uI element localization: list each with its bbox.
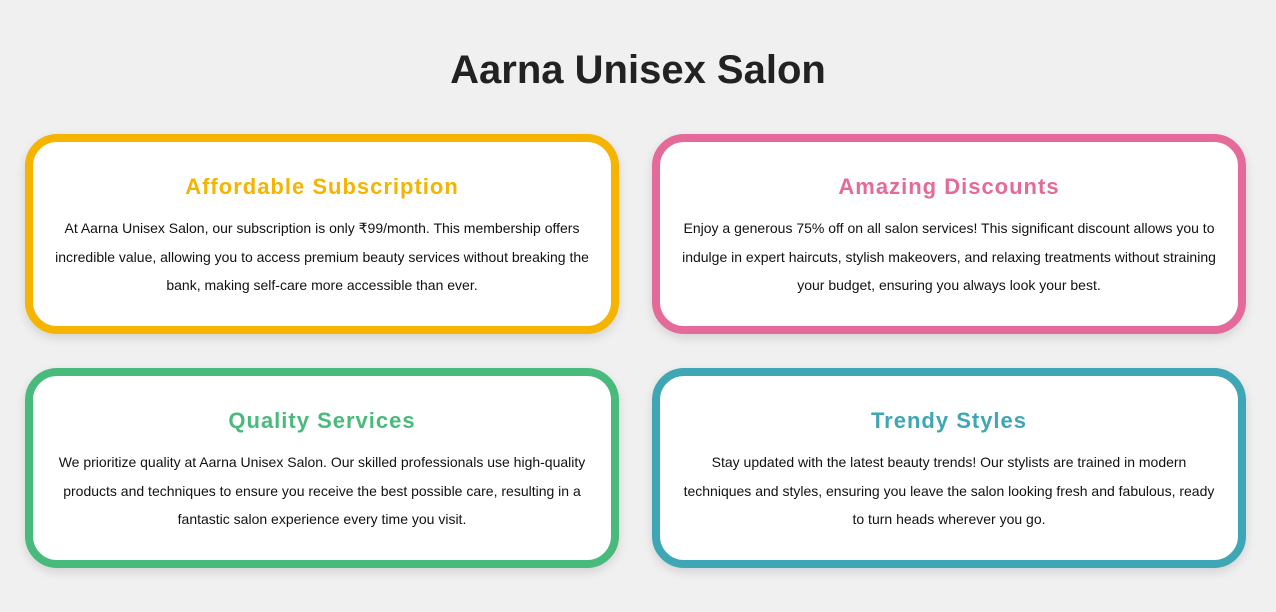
card-title: Trendy Styles: [870, 408, 1028, 433]
page-title: Aarna Unisex Salon: [450, 48, 826, 92]
card-quality-services: Quality Services We prioritize quality a…: [25, 368, 619, 568]
card-title: Quality Services: [228, 408, 416, 433]
card-title: Affordable Subscription: [185, 174, 459, 199]
card-text: We prioritize quality at Aarna Unisex Sa…: [58, 454, 586, 527]
card-text: Enjoy a generous 75% off on all salon se…: [682, 220, 1216, 293]
card-trendy-styles: Trendy Styles Stay updated with the late…: [652, 368, 1246, 568]
card-amazing-discounts: Amazing Discounts Enjoy a generous 75% o…: [652, 134, 1246, 334]
card-text: At Aarna Unisex Salon, our subscription …: [55, 220, 589, 293]
card-title: Amazing Discounts: [838, 174, 1060, 199]
card-text: Stay updated with the latest beauty tren…: [683, 454, 1215, 527]
card-affordable-subscription: Affordable Subscription At Aarna Unisex …: [25, 134, 619, 334]
